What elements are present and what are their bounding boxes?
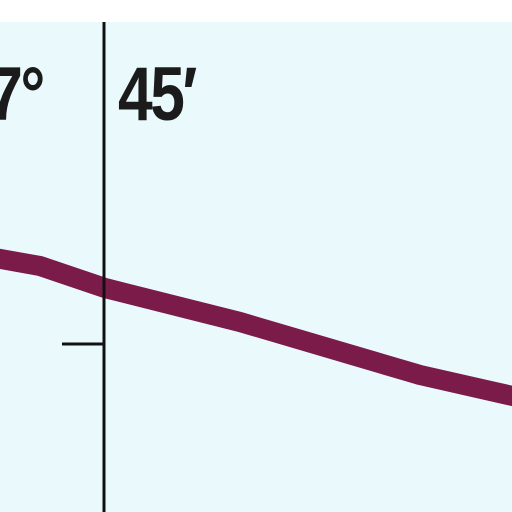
water-area xyxy=(0,22,512,512)
latitude-minutes-label: 45′ xyxy=(118,52,197,137)
route-line[interactable] xyxy=(0,248,512,407)
latitude-degrees-label: 37° xyxy=(0,52,45,137)
